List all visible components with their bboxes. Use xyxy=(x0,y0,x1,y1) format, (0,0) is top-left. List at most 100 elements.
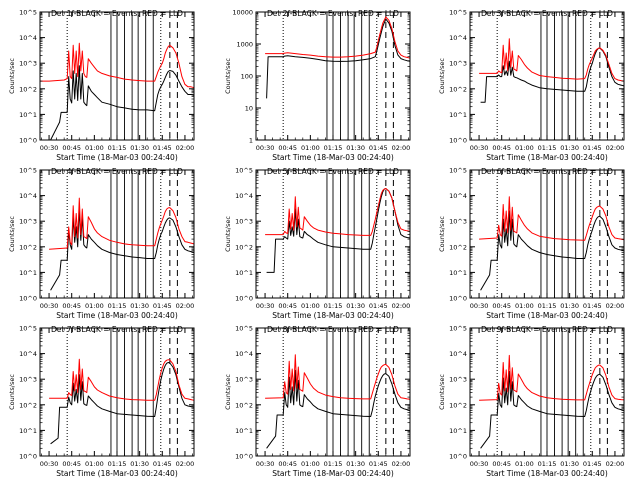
x-tick-label: 00:45 xyxy=(278,144,297,152)
series-lld-red xyxy=(265,354,411,400)
y-axis-label: Counts/sec xyxy=(224,58,232,94)
x-axis-label: Start Time (18-Mar-03 00:24:40) xyxy=(272,469,394,478)
panel-title: Det 1f-BLACK = Events, RED = LLD xyxy=(51,9,183,18)
x-tick-label: 01:45 xyxy=(369,144,388,152)
y-axis-label: Counts/sec xyxy=(8,374,16,410)
panel-det-4: 10^0 10^1 10^2 10^3 10^4 10^5 00:30 00:45 01:00 0… xyxy=(8,167,195,320)
y-tick-label: 10^2 xyxy=(449,85,467,93)
panel-det-6: 10^0 10^1 10^2 10^3 10^4 10^5 00:30 00:45 01:00 0… xyxy=(438,167,625,320)
y-tick-label: 10^1 xyxy=(449,269,467,277)
x-tick-label: 02:00 xyxy=(392,144,411,152)
y-tick-label: 10^2 xyxy=(235,401,253,409)
x-tick-label: 00:30 xyxy=(256,460,275,468)
x-tick-label: 01:00 xyxy=(515,144,534,152)
x-tick-label: 00:45 xyxy=(278,302,297,310)
y-tick-label: 10^1 xyxy=(235,269,253,277)
x-tick-label: 01:45 xyxy=(153,460,172,468)
y-tick-label: 10^4 xyxy=(235,350,253,358)
x-tick-label: 01:45 xyxy=(369,460,388,468)
x-tick-label: 01:30 xyxy=(560,144,579,152)
x-tick-label: 02:00 xyxy=(176,302,195,310)
x-tick-label: 01:00 xyxy=(515,460,534,468)
x-tick-label: 01:30 xyxy=(346,144,365,152)
panel-title: Det 8f-BLACK = Events, RED = LLD xyxy=(267,325,399,334)
y-tick-label: 10^3 xyxy=(235,218,253,226)
series-events-black xyxy=(266,18,411,99)
series-lld-red xyxy=(265,16,411,59)
x-tick-label: 01:00 xyxy=(301,302,320,310)
y-axis-label: Counts/sec xyxy=(224,374,232,410)
x-tick-label: 01:00 xyxy=(85,144,104,152)
y-axis-label: Counts/sec xyxy=(438,58,446,94)
y-tick-label: 10^5 xyxy=(235,167,253,175)
series-events-black xyxy=(480,371,625,449)
y-tick-label: 10^0 xyxy=(449,453,467,461)
y-tick-label: 10^4 xyxy=(19,350,37,358)
x-tick-label: 01:30 xyxy=(130,302,149,310)
x-tick-label: 00:30 xyxy=(470,302,489,310)
x-tick-label: 00:30 xyxy=(40,302,59,310)
x-tick-label: 01:15 xyxy=(324,302,343,310)
y-axis-label: Counts/sec xyxy=(438,216,446,252)
y-axis-label: Counts/sec xyxy=(438,374,446,410)
x-tick-label: 01:00 xyxy=(85,460,104,468)
y-tick-label: 10^0 xyxy=(235,453,253,461)
y-tick-label: 10^3 xyxy=(19,376,37,384)
x-tick-label: 01:30 xyxy=(130,144,149,152)
y-tick-label: 10^5 xyxy=(19,9,37,17)
x-tick-label: 01:30 xyxy=(346,460,365,468)
x-tick-label: 00:30 xyxy=(256,302,275,310)
x-tick-label: 00:45 xyxy=(62,460,81,468)
x-tick-label: 00:45 xyxy=(62,302,81,310)
x-tick-label: 01:15 xyxy=(108,144,127,152)
series-lld-red xyxy=(479,354,625,401)
y-tick-label: 10^2 xyxy=(19,243,37,251)
y-axis-label: Counts/sec xyxy=(224,216,232,252)
series-lld-red xyxy=(49,358,195,401)
y-tick-label: 10^2 xyxy=(19,85,37,93)
y-tick-label: 10^3 xyxy=(19,60,37,68)
y-tick-label: 1000 xyxy=(236,41,253,49)
y-tick-label: 10^2 xyxy=(19,401,37,409)
panel-det-5: 10^0 10^1 10^2 10^3 10^4 10^5 00:30 00:45 01:00 0… xyxy=(224,167,411,320)
panel-title: Det 4f-BLACK = Events, RED = LLD xyxy=(51,167,183,176)
x-tick-label: 01:45 xyxy=(583,302,602,310)
x-tick-label: 01:45 xyxy=(583,144,602,152)
y-tick-label: 10^2 xyxy=(235,243,253,251)
x-axis-label: Start Time (18-Mar-03 00:24:40) xyxy=(486,153,608,162)
x-tick-label: 01:45 xyxy=(153,302,172,310)
y-tick-label: 10^2 xyxy=(449,401,467,409)
y-tick-label: 10^1 xyxy=(449,427,467,435)
x-tick-label: 01:30 xyxy=(560,302,579,310)
x-tick-label: 01:45 xyxy=(369,302,388,310)
x-tick-label: 00:45 xyxy=(62,144,81,152)
y-tick-label: 10^1 xyxy=(235,427,253,435)
x-tick-label: 02:00 xyxy=(392,302,411,310)
y-tick-label: 10^0 xyxy=(19,295,37,303)
y-tick-label: 10^5 xyxy=(449,325,467,333)
x-tick-label: 01:15 xyxy=(538,460,557,468)
x-tick-label: 00:30 xyxy=(470,144,489,152)
x-tick-label: 00:30 xyxy=(40,460,59,468)
x-tick-label: 01:45 xyxy=(583,460,602,468)
panel-title: Det 2f-BLACK = Events, RED = LLD xyxy=(267,9,399,18)
x-tick-label: 01:15 xyxy=(324,144,343,152)
x-tick-label: 01:00 xyxy=(85,302,104,310)
panel-det-1: 10^0 10^1 10^2 10^3 10^4 10^5 00:30 00:45 01:00 0… xyxy=(8,9,195,162)
y-tick-label: 10^0 xyxy=(19,453,37,461)
panel-det-8: 10^0 10^1 10^2 10^3 10^4 10^5 00:30 00:45 01:00 0… xyxy=(224,325,411,478)
x-tick-label: 02:00 xyxy=(176,144,195,152)
x-tick-label: 02:00 xyxy=(176,460,195,468)
y-axis-label: Counts/sec xyxy=(8,216,16,252)
series-lld-red xyxy=(265,188,411,236)
series-lld-red xyxy=(49,197,195,250)
y-tick-label: 10^5 xyxy=(449,9,467,17)
x-tick-label: 01:30 xyxy=(560,460,579,468)
y-tick-label: 10^1 xyxy=(449,111,467,119)
y-tick-label: 10^1 xyxy=(19,111,37,119)
y-tick-label: 10^4 xyxy=(449,350,467,358)
y-tick-label: 10^5 xyxy=(19,167,37,175)
panel-title: Det 3f-BLACK = Events, RED = LLD xyxy=(481,9,613,18)
panel-title: Det 5f-BLACK = Events, RED = LLD xyxy=(267,167,399,176)
